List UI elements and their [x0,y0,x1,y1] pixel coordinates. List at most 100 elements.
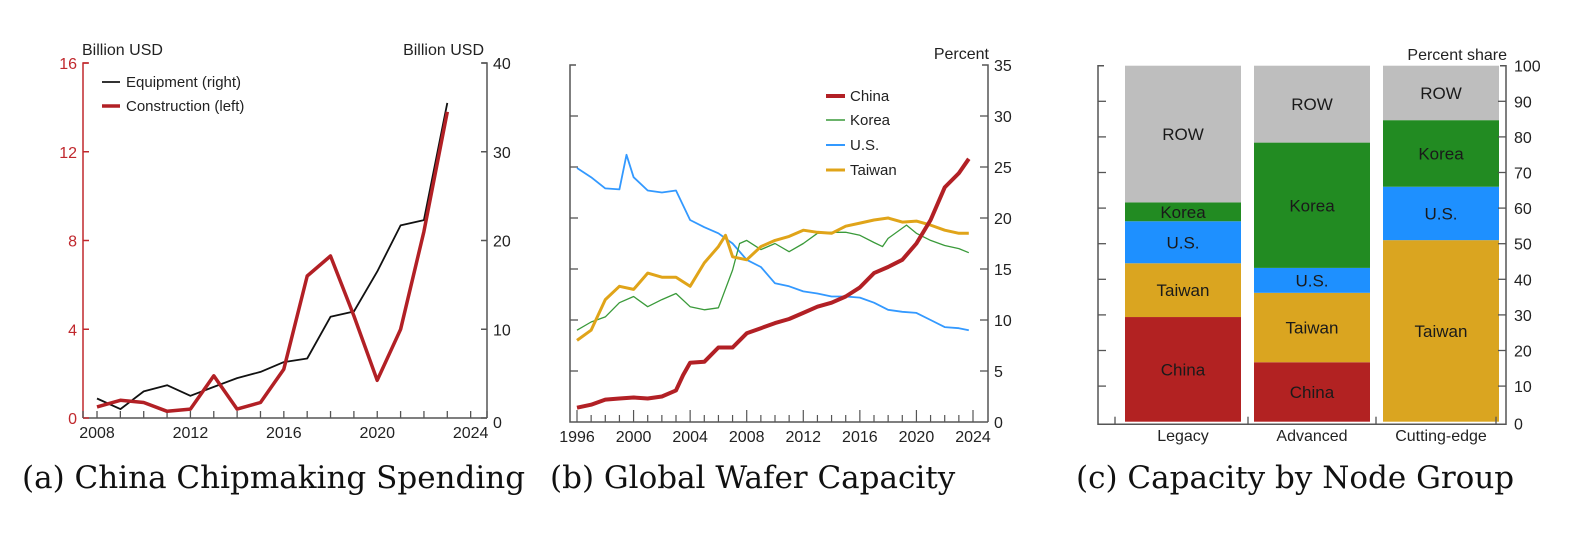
bar-segment-advanced-china [1254,362,1370,422]
x-tick-label: Legacy [1157,428,1209,445]
series-line-u-s [576,153,969,332]
axes-frame [1097,64,1507,426]
x-tick-label: 2024 [955,429,991,446]
right-tick-label: 40 [493,56,511,73]
bar-label-korea: Korea [1418,144,1464,163]
right-tick-label: 0 [1514,417,1523,434]
right-axis-line [982,64,989,422]
right-tick-label: 80 [1514,130,1532,147]
right-tick-label: 20 [493,234,511,251]
right-tick-label: 15 [994,262,1012,279]
caption-c: (c) Capacity by Node Group [1076,460,1514,496]
right-tick-label: 90 [1514,94,1532,111]
panel-b-global-wafer-capacity: Percent 0 5 10 15 20 25 30 35 1996 2000 2004 2008 20… [550,46,1012,496]
bar-segment-legacy-taiwan [1125,263,1241,318]
legend-label-us: U.S. [850,137,879,154]
bar-segment-cutting-edge-u-s [1383,186,1499,241]
bar-label-korea: Korea [1289,196,1335,215]
series-line-construction-left [96,111,450,414]
x-tick-label: 2020 [359,425,395,442]
right-tick-label: 5 [994,364,1003,381]
right-tick-label: 25 [994,160,1012,177]
bar-label-korea: Korea [1160,203,1206,222]
bar-label-u-s: U.S. [1295,271,1328,290]
right-tick-label: 30 [1514,308,1532,325]
right-tick-label: 10 [1514,379,1532,396]
legend: Equipment (right) Construction (left) [102,74,244,115]
bar-segment-advanced-korea [1254,142,1370,268]
right-tick-label: 50 [1514,237,1532,254]
right-tick-label: 0 [994,415,1003,432]
right-tick-label: 30 [493,145,511,162]
right-tick-label: 40 [1514,272,1532,289]
right-tick-label: 60 [1514,201,1532,218]
bar-segment-advanced-taiwan [1254,292,1370,363]
bar-label-china: China [1290,383,1335,402]
bar-label-row: ROW [1291,95,1333,114]
bar-segment-legacy-u-s [1125,221,1241,264]
left-tick-label: 12 [59,145,77,162]
right-axis-title: Percent share [1407,47,1507,64]
right-tick-label: 70 [1514,166,1532,183]
right-tick-label: 10 [493,322,511,339]
series-line-taiwan [576,216,969,342]
caption-b: (b) Global Wafer Capacity [550,460,956,496]
right-tick-label: 0 [493,415,502,432]
bar-label-taiwan: Taiwan [1157,281,1210,300]
bar-segment-advanced-u-s [1254,267,1370,293]
left-tick-label: 4 [68,322,77,339]
right-tick-label: 10 [994,313,1012,330]
x-tick-label: 2016 [266,425,302,442]
left-tick-label: 8 [68,234,77,251]
bar-label-china: China [1161,360,1206,379]
series-line-equipment-right [96,102,449,411]
left-axis-title: Billion USD [82,42,163,59]
legend-label-construction: Construction (left) [126,98,244,115]
x-tick-label: 2012 [785,429,821,446]
x-tick-label: 1996 [559,429,595,446]
legend-label-china: China [850,88,890,105]
bar-label-taiwan: Taiwan [1286,319,1339,338]
panel-c-capacity-by-node-group: Percent share China Taiwan U.S. Korea ROW Chi… [1076,47,1541,496]
legend-label-korea: Korea [850,112,891,129]
bar-label-row: ROW [1420,84,1462,103]
bar-label-row: ROW [1162,125,1204,144]
x-tick-label: 2008 [79,425,115,442]
bar-segment-legacy-korea [1125,202,1241,222]
right-axis-title: Billion USD [403,42,484,59]
x-tick-label: 2016 [842,429,878,446]
x-tick-label: 2020 [899,429,935,446]
caption-a: (a) China Chipmaking Spending [22,460,525,496]
right-tick-label: 20 [1514,344,1532,361]
legend-label-equipment: Equipment (right) [126,74,241,91]
x-tick-label: 2000 [616,429,652,446]
bar-segment-advanced-row [1254,65,1370,143]
legend-label-taiwan: Taiwan [850,162,897,179]
bar-segment-legacy-china [1125,317,1241,422]
series-line-china [576,157,971,410]
x-tick-label: 2004 [672,429,708,446]
right-tick-label: 35 [994,58,1012,75]
left-axis-line [569,64,988,423]
legend: China Korea U.S. Taiwan [826,88,897,179]
bar-label-u-s: U.S. [1424,204,1457,223]
panel-a-china-chipmaking-spending: Billion USD Billion USD 0 4 8 12 16 0 10 20 30 40… [22,42,525,496]
x-tick-label: Cutting-edge [1395,428,1487,445]
left-tick-label: 0 [68,411,77,428]
x-tick-label: Advanced [1276,428,1347,445]
bar-label-u-s: U.S. [1166,233,1199,252]
bar-segment-legacy-row [1125,65,1241,203]
right-tick-label: 20 [994,211,1012,228]
left-tick-label: 16 [59,56,77,73]
bar-label-taiwan: Taiwan [1415,322,1468,341]
bar-segment-cutting-edge-korea [1383,120,1499,187]
x-tick-label: 2024 [453,425,489,442]
x-tick-label: 2008 [729,429,765,446]
right-axis-title: Percent [934,46,990,63]
right-tick-label: 30 [994,109,1012,126]
bar-segment-cutting-edge-row [1383,65,1499,121]
x-tick-label: 2012 [173,425,209,442]
bar-segment-cutting-edge-taiwan [1383,240,1499,422]
right-tick-label: 100 [1514,59,1541,76]
